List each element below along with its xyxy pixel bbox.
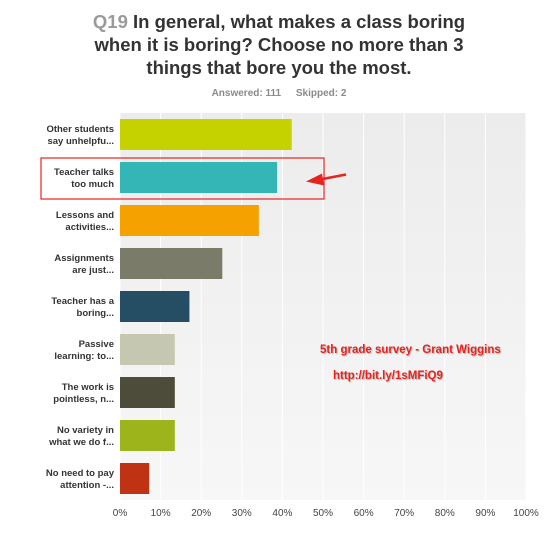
category-label: No variety in: [57, 425, 114, 436]
category-label: attention -...: [60, 480, 114, 491]
category-label: Other students: [46, 124, 114, 135]
category-label: what we do f...: [48, 437, 114, 448]
x-tick-label: 100%: [513, 508, 539, 519]
category-label: pointless, n...: [53, 394, 114, 405]
arrow-shaft: [319, 173, 347, 181]
x-tick-label: 90%: [475, 508, 495, 519]
answered-count: Answered: 111: [211, 88, 282, 99]
x-tick-label: 80%: [435, 508, 455, 519]
question-number: Q19: [92, 11, 128, 32]
x-tick-label: 20%: [191, 508, 211, 519]
bar: [120, 291, 190, 322]
annotation-line-2: http://bit.ly/1sMFiQ9: [333, 370, 443, 382]
bar: [120, 248, 223, 279]
bar: [120, 334, 175, 365]
category-label: Teacher has a: [51, 296, 114, 307]
category-label: activities...: [65, 222, 114, 233]
question-title-line-3: things that bore you the most.: [146, 57, 412, 78]
bar: [120, 205, 259, 236]
skipped-count: Skipped: 2: [295, 88, 347, 99]
category-label: The work is: [62, 382, 114, 393]
response-stats: Answered: 111 Skipped: 2: [0, 88, 558, 99]
bar: [120, 119, 292, 150]
annotation-line-1: 5th grade survey - Grant Wiggins: [320, 344, 501, 356]
x-tick-label: 10%: [151, 508, 171, 519]
category-label: Lessons and: [56, 210, 114, 221]
x-tick-label: 40%: [272, 508, 292, 519]
question-title-line-2: when it is boring? Choose no more than 3: [94, 34, 464, 55]
x-tick-label: 70%: [394, 508, 414, 519]
bar: [120, 377, 175, 408]
category-label: boring...: [77, 308, 114, 319]
x-tick-label: 60%: [354, 508, 374, 519]
category-label: too much: [71, 179, 114, 190]
category-label: Teacher talks: [54, 167, 114, 178]
category-label: learning: to...: [54, 351, 114, 362]
bar: [120, 463, 150, 494]
question-title: Q19 In general, what makes a class borin…: [0, 10, 558, 79]
bar: [120, 420, 175, 451]
x-tick-label: 50%: [313, 508, 333, 519]
x-tick-label: 30%: [232, 508, 252, 519]
arrow-head-icon: [306, 173, 324, 186]
category-label: Passive: [79, 339, 114, 350]
category-label: are just...: [72, 265, 114, 276]
bar: [120, 162, 278, 193]
category-label: Assignments: [54, 253, 114, 264]
question-title-line-1: Q19 In general, what makes a class borin…: [92, 11, 466, 32]
category-label: say unhelpfu...: [47, 136, 114, 147]
category-label: No need to pay: [46, 468, 115, 479]
x-tick-label: 0%: [113, 508, 128, 519]
